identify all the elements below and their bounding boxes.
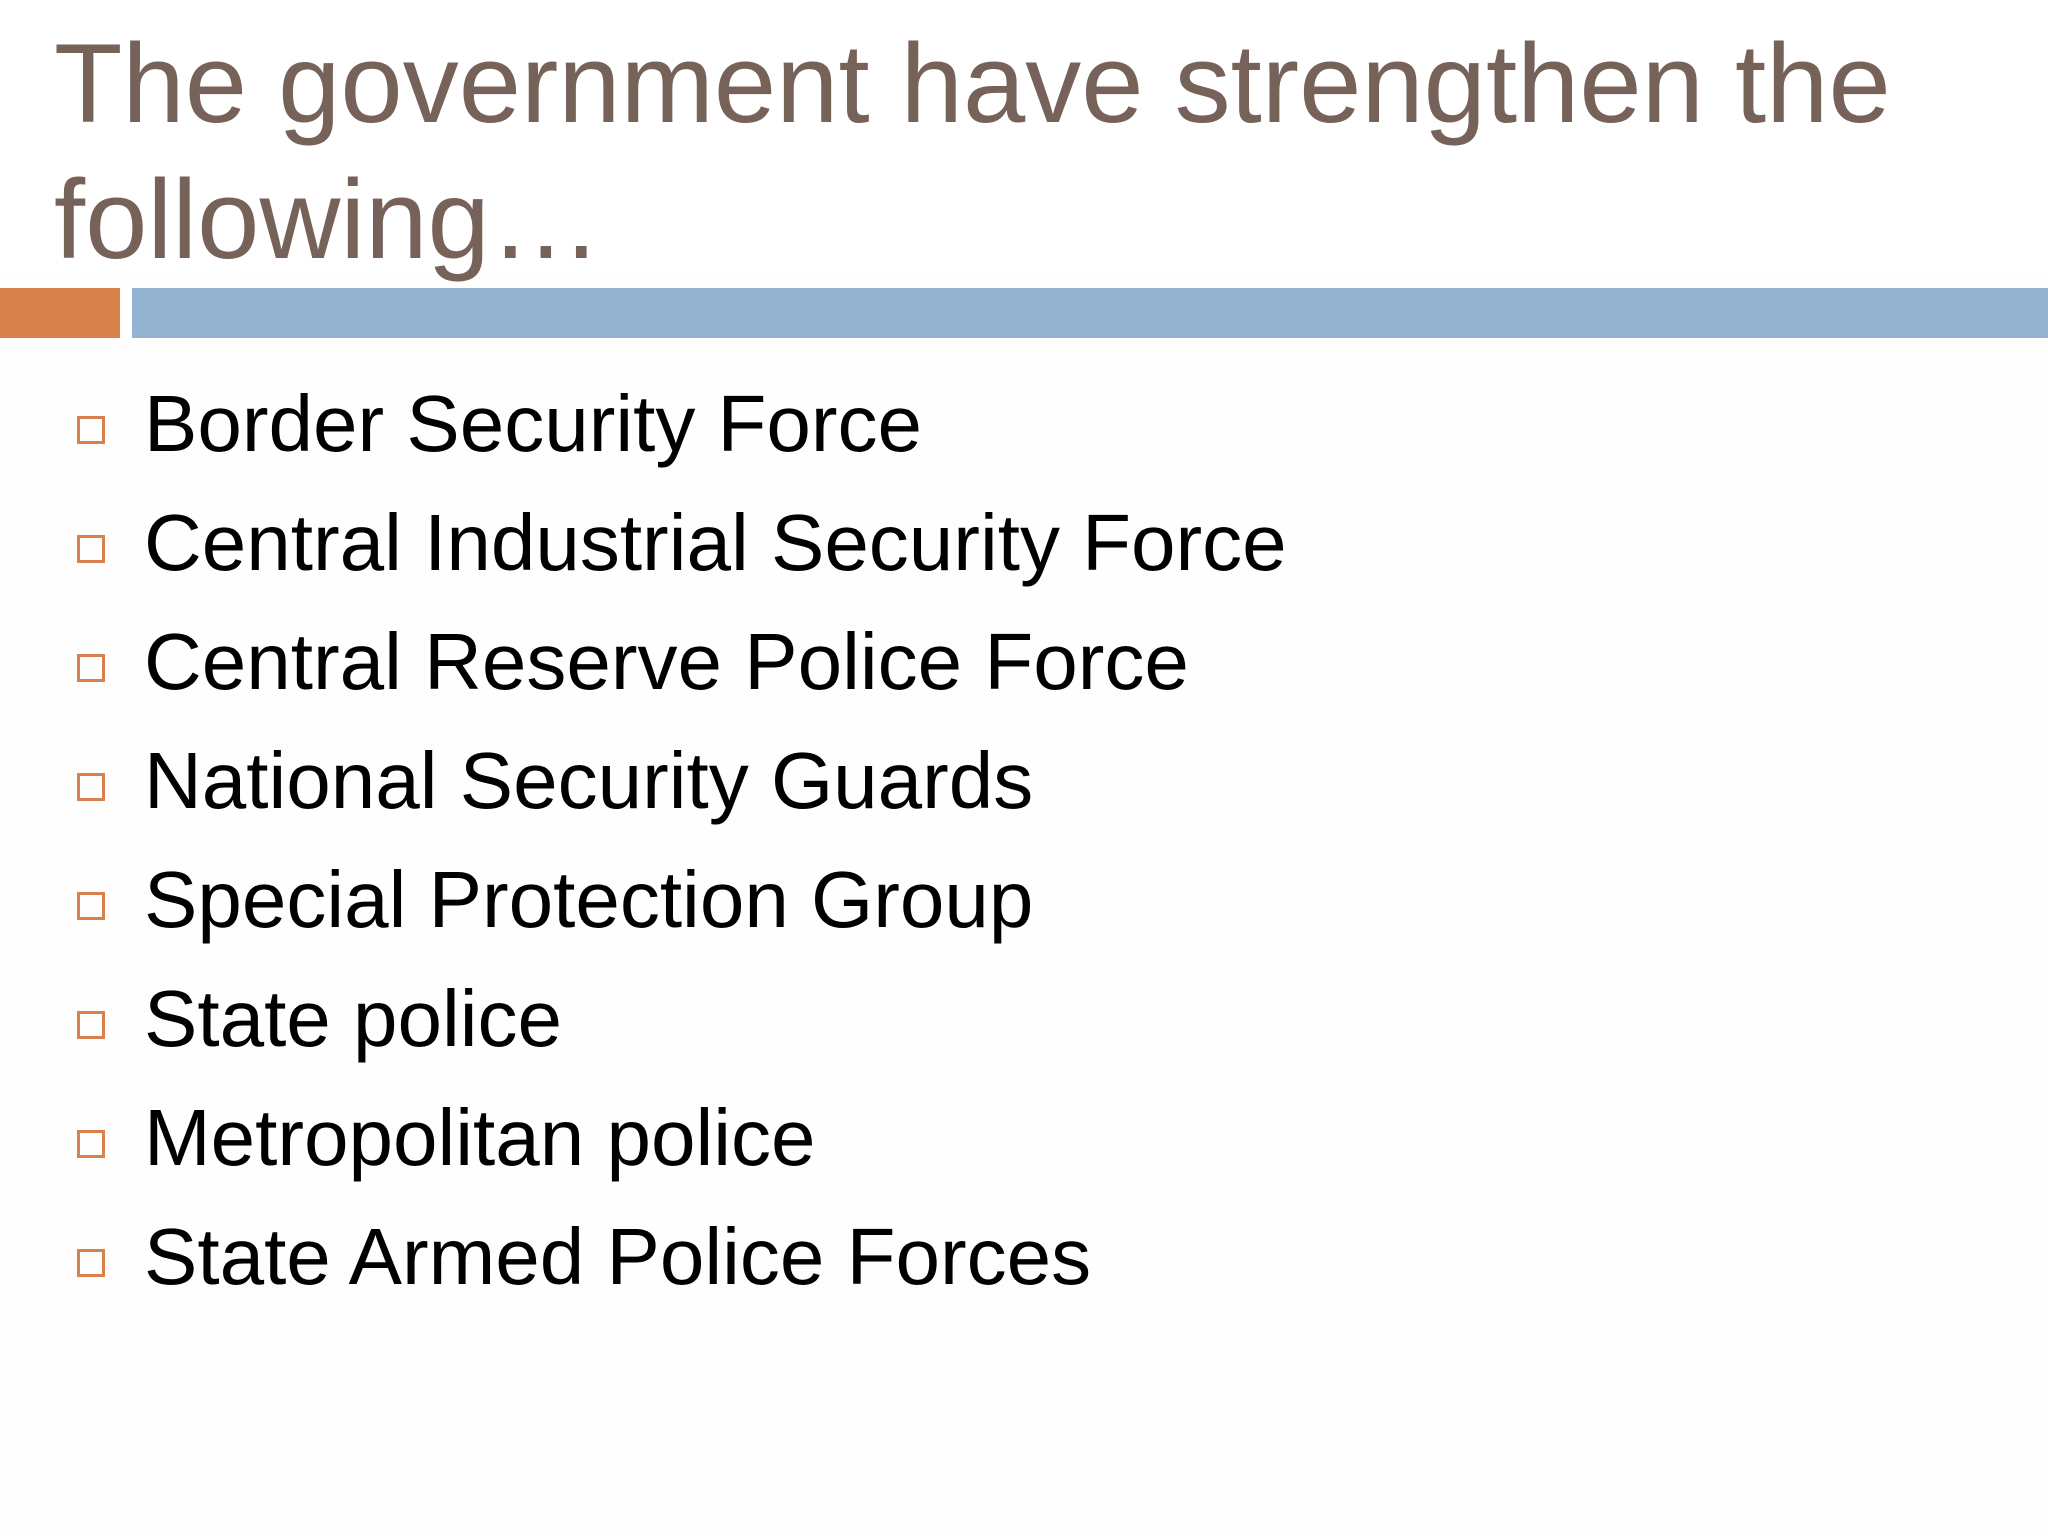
list-item-label: Special Protection Group (144, 855, 1034, 944)
hollow-square-icon (77, 892, 105, 920)
list-item-label: Border Security Force (144, 379, 923, 468)
list-item-label: Metropolitan police (144, 1093, 816, 1182)
list-item-label: Central Reserve Police Force (144, 617, 1189, 706)
hollow-square-icon (77, 1249, 105, 1277)
hollow-square-icon (77, 1130, 105, 1158)
hollow-square-icon (77, 1011, 105, 1039)
hollow-square-icon (77, 535, 105, 563)
list-item-label: State Armed Police Forces (144, 1212, 1092, 1301)
list-item-label: Central Industrial Security Force (144, 498, 1287, 587)
hollow-square-icon (77, 773, 105, 801)
hollow-square-icon (77, 654, 105, 682)
slide-title: The government have strengthen the follo… (54, 21, 1891, 282)
list-item-label: State police (144, 974, 563, 1063)
list-item-label: National Security Guards (144, 736, 1034, 825)
title-divider-bar (132, 288, 2048, 338)
hollow-square-icon (77, 416, 105, 444)
title-divider-accent (0, 288, 120, 338)
